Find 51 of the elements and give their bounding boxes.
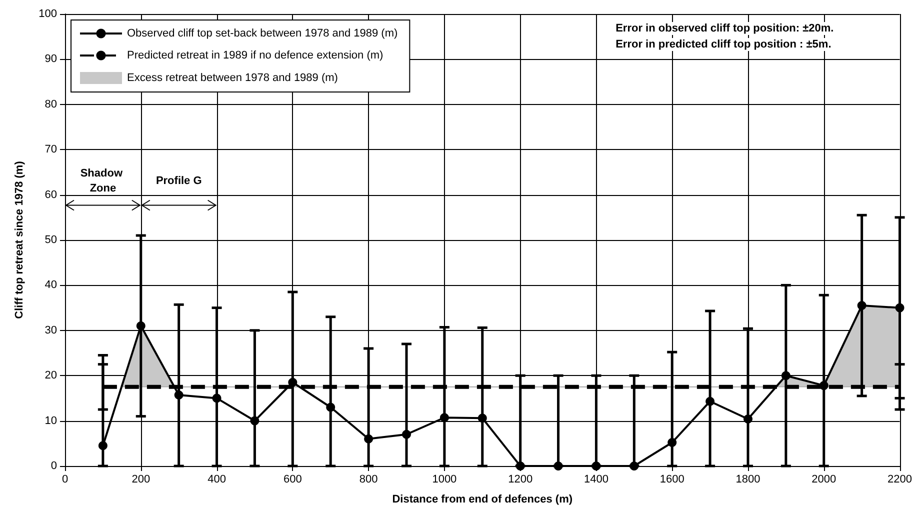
- x-tick-label: 600: [283, 474, 302, 486]
- point: [706, 396, 715, 406]
- x-tick-label: 1600: [660, 474, 684, 486]
- y-tick-label: 90: [44, 53, 57, 66]
- x-tick-label: 1800: [736, 474, 760, 486]
- y-tick-label: 50: [44, 234, 57, 246]
- annotation: Shadow Zone: [80, 168, 126, 195]
- x-tick-label: 800: [359, 474, 378, 486]
- x-axis-title: Distance from end of defences (m): [392, 494, 573, 506]
- y-tick-label: 40: [44, 279, 57, 292]
- point: [478, 414, 487, 423]
- point: [98, 441, 108, 450]
- x-tick-label: 1200: [508, 474, 533, 486]
- point: [250, 416, 260, 426]
- x-tick-label: 200: [132, 474, 150, 486]
- point: [744, 414, 752, 424]
- point: [364, 434, 374, 444]
- y-tick-label: 0: [50, 460, 57, 472]
- y-tick-label: 100: [38, 8, 57, 20]
- y-tick-label: 80: [44, 98, 57, 110]
- point: [554, 462, 563, 470]
- point: [136, 321, 146, 330]
- point: [668, 438, 677, 447]
- point: [819, 381, 828, 390]
- y-tick-label: 20: [44, 370, 57, 382]
- x-tick-label: 1000: [432, 474, 457, 486]
- y-tick-label: 30: [44, 324, 57, 336]
- y-tick-label: 10: [44, 414, 57, 427]
- x-tick-label: 400: [208, 474, 226, 486]
- annotation: Error in observed cliff top position: ±20m.: [616, 22, 834, 34]
- annotation: Profile G: [156, 175, 202, 188]
- annotation: Error in predicted cliff top position : ±5m.: [616, 38, 832, 50]
- x-tick-label: 2200: [888, 474, 912, 486]
- point: [857, 301, 866, 310]
- point: [895, 303, 904, 312]
- point: [288, 378, 298, 387]
- point: [326, 402, 336, 412]
- y-tick-label: 70: [44, 144, 57, 156]
- point: [174, 390, 184, 400]
- legend-label: Excess retreat between 1978 and 1989 (m): [127, 72, 338, 84]
- legend-label: Predicted retreat in 1989 if no defence extension (m): [127, 50, 384, 62]
- x-tick-label: 2000: [812, 474, 836, 486]
- x-tick-label: 1400: [584, 474, 608, 486]
- point: [781, 371, 790, 380]
- point: [402, 430, 411, 439]
- x-tick-label: 0: [62, 474, 68, 486]
- legend-label: Observed cliff top set-back between 1978 and 1989 (m): [127, 28, 398, 40]
- y-tick-label: 60: [44, 188, 57, 201]
- point: [212, 394, 222, 403]
- point: [630, 462, 639, 470]
- y-axis-title: Cliff top retreat since 1978 (m): [14, 160, 26, 319]
